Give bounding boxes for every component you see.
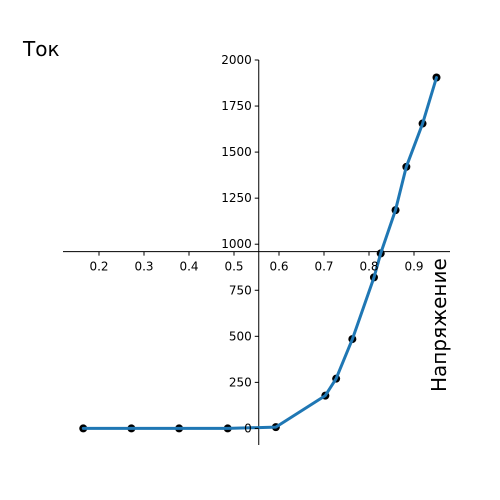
x-tick-label: 0.9: [404, 260, 423, 274]
y-tick-label: 250: [229, 375, 252, 389]
x-tick-label: 0.6: [269, 260, 288, 274]
y-tick-label: 0: [244, 421, 252, 435]
series-line: [81, 76, 438, 430]
y-tick-label: 1250: [221, 191, 252, 205]
x-tick-label: 0.4: [179, 260, 198, 274]
x-tick-label: 0.3: [134, 260, 153, 274]
y-tick-label: 1750: [221, 99, 252, 113]
x-axis-title: Напряжение: [427, 258, 451, 392]
y-tick-label: 2000: [221, 53, 252, 67]
x-tick-label: 0.5: [224, 260, 243, 274]
axes: [63, 60, 450, 445]
x-tick-label: 0.7: [314, 260, 333, 274]
y-tick-label: 1500: [221, 145, 252, 159]
x-tick-label: 0.8: [359, 260, 378, 274]
y-tick-label: 500: [229, 329, 252, 343]
y-tick-label: 750: [229, 283, 252, 297]
ticks-group: 0.2 0.3 0.4 0.5 0.6 0.7 0.8 0.9 0 250 500 750 1000 12…: [89, 53, 423, 435]
y-axis-title: Ток: [22, 37, 60, 61]
x-tick-label: 0.2: [89, 260, 108, 274]
series-group: [79, 73, 441, 433]
y-tick-label: 1000: [221, 237, 252, 251]
